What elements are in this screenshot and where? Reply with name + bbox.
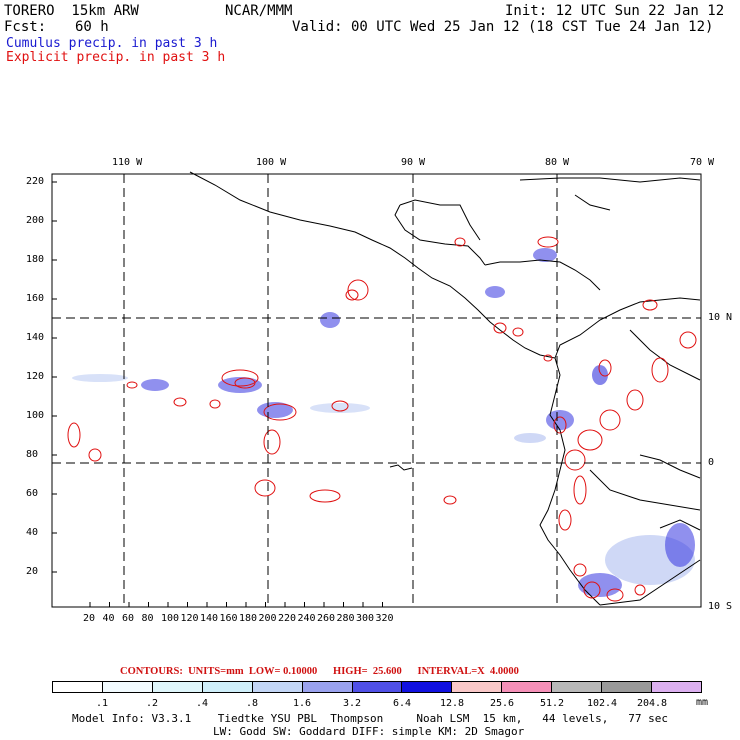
- x-tick-label: 300: [356, 613, 375, 624]
- x-tick-label: 280: [336, 613, 355, 624]
- valid-time: Valid: 00 UTC Wed 25 Jan 12 (18 CST Tue …: [292, 19, 714, 35]
- explicit-contours: [67, 236, 697, 602]
- y-tick-label: 200: [26, 215, 45, 226]
- x-tick-label: 140: [200, 613, 219, 624]
- x-tick-label: 160: [219, 613, 238, 624]
- x-tick-label: 100: [161, 613, 180, 624]
- y-tick-label: 180: [26, 254, 45, 265]
- colorbar-cell: [452, 682, 503, 692]
- colorbar-label: 51.2: [539, 698, 565, 709]
- y-tick-label: 140: [26, 332, 45, 343]
- x-tick-label: 200: [258, 613, 277, 624]
- colorbar: [52, 681, 702, 693]
- y-tick-label: 80: [26, 449, 39, 460]
- fcst-value: 60 h: [75, 19, 109, 35]
- lat-label: 10 N: [708, 312, 733, 323]
- lon-label: 80 W: [545, 157, 570, 168]
- lon-label: 110 W: [112, 157, 143, 168]
- x-tick-label: 180: [239, 613, 258, 624]
- model-title: TORERO 15km ARW: [4, 3, 139, 19]
- x-tick-label: 40: [102, 613, 115, 624]
- center-label: NCAR/MMM: [225, 3, 293, 19]
- x-tick-label: 220: [278, 613, 297, 624]
- colorbar-units: mm: [696, 697, 709, 708]
- colorbar-cell: [152, 682, 203, 692]
- colorbar-label: 1.6: [292, 698, 312, 709]
- colorbar-label: 3.2: [342, 698, 362, 709]
- x-tick-label: 240: [297, 613, 316, 624]
- colorbar-cell: [652, 682, 701, 692]
- model-info: Model Info: V3.3.1 Tiedtke YSU PBL Thomp…: [72, 712, 669, 725]
- colorbar-label: .1: [95, 698, 109, 709]
- lon-label: 70 W: [690, 157, 715, 168]
- colorbar-label: .2: [145, 698, 159, 709]
- contour-info: CONTOURS: UNITS=mm LOW= 0.10000 HIGH= 25…: [120, 666, 519, 677]
- colorbar-cell: [402, 682, 453, 692]
- x-tick-label: 120: [180, 613, 199, 624]
- colorbar-label: .8: [245, 698, 259, 709]
- colorbar-label: .4: [195, 698, 209, 709]
- colorbar-cell: [202, 682, 253, 692]
- init-time: Init: 12 UTC Sun 22 Jan 12: [505, 3, 725, 19]
- colorbar-label: 12.8: [439, 698, 465, 709]
- coastlines: [189, 171, 701, 606]
- colorbar-cell: [252, 682, 303, 692]
- cumulus-legend: Cumulus precip. in past 3 h: [6, 36, 218, 51]
- x-tick-label: 60: [122, 613, 135, 624]
- colorbar-label: 25.6: [489, 698, 515, 709]
- y-tick-label: 60: [26, 488, 39, 499]
- colorbar-label: 6.4: [392, 698, 412, 709]
- colorbar-label: 204.8: [636, 698, 668, 709]
- map-frame: [51, 173, 702, 608]
- y-tick-label: 20: [26, 566, 39, 577]
- axis-ticks: [52, 181, 383, 607]
- x-tick-label: 320: [375, 613, 394, 624]
- lat-label: 0: [708, 457, 715, 468]
- lat-label: 10 S: [708, 601, 733, 612]
- colorbar-cell: [53, 682, 103, 692]
- y-tick-label: 40: [26, 527, 39, 538]
- y-tick-label: 160: [26, 293, 45, 304]
- colorbar-label: 102.4: [586, 698, 618, 709]
- cumulus-shading: [72, 248, 695, 597]
- colorbar-cell: [302, 682, 353, 692]
- colorbar-cell: [102, 682, 153, 692]
- explicit-legend: Explicit precip. in past 3 h: [6, 50, 226, 65]
- colorbar-cell: [352, 682, 403, 692]
- lon-label: 90 W: [401, 157, 426, 168]
- x-tick-label: 260: [317, 613, 336, 624]
- y-tick-label: 220: [26, 176, 45, 187]
- y-tick-label: 100: [26, 410, 45, 421]
- y-tick-label: 120: [26, 371, 45, 382]
- colorbar-cell: [602, 682, 653, 692]
- physics-info: LW: Godd SW: Goddard DIFF: simple KM: 2D…: [213, 725, 525, 738]
- x-tick-label: 20: [83, 613, 96, 624]
- colorbar-cell: [502, 682, 553, 692]
- x-tick-label: 80: [141, 613, 154, 624]
- fcst-label: Fcst:: [4, 19, 47, 35]
- lon-label: 100 W: [256, 157, 287, 168]
- colorbar-cell: [552, 682, 603, 692]
